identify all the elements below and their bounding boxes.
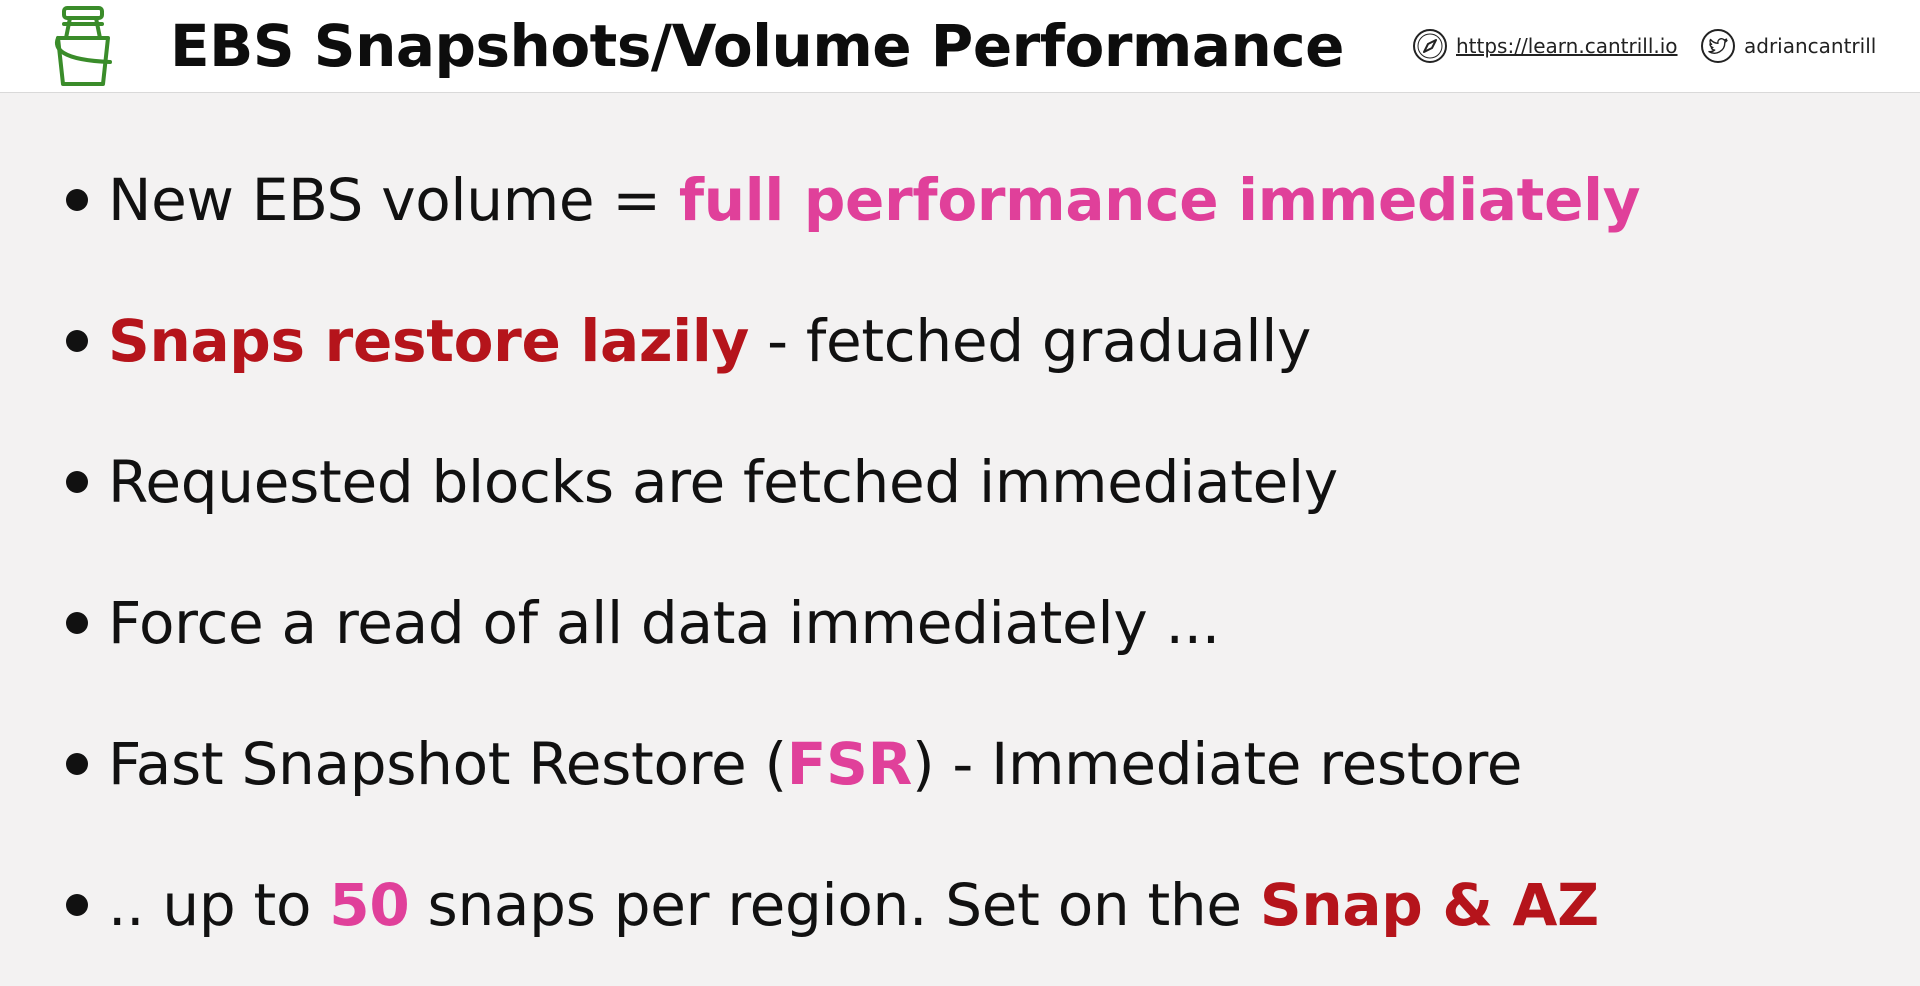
twitter-link[interactable]: adriancantrill — [1700, 28, 1876, 64]
bullet-dot — [66, 189, 88, 211]
bullet-dot — [66, 753, 88, 775]
ebs-bucket-icon — [55, 6, 112, 86]
website-link[interactable]: https://learn.cantrill.io — [1412, 28, 1678, 64]
twitter-bird-icon — [1701, 29, 1735, 63]
highlight-red: Snap & AZ — [1259, 871, 1599, 939]
highlight-pink: full performance immediately — [678, 166, 1641, 234]
bullet-text: New EBS volume = full performance immedi… — [108, 140, 1641, 260]
bullet-list: New EBS volume = full performance immedi… — [66, 140, 1886, 986]
bullet-item: New EBS volume = full performance immedi… — [66, 140, 1886, 281]
bullet-dot — [66, 894, 88, 916]
bullet-text-part: New EBS volume = — [108, 166, 679, 234]
bullet-text: Snaps restore lazily - fetched gradually — [108, 281, 1311, 401]
bullet-text-part: Requested blocks are fetched immediately — [108, 448, 1338, 516]
bullet-item: .. up to 50 snaps per region. Set on the… — [66, 845, 1886, 986]
bullet-text-part: - fetched gradually — [748, 307, 1312, 375]
slide-header: EBS Snapshots/Volume Performance https:/… — [0, 0, 1920, 93]
bullet-dot — [66, 471, 88, 493]
highlight-red: Snaps restore lazily — [108, 307, 749, 375]
bullet-text: Force a read of all data immediately ... — [108, 563, 1220, 683]
bullet-text: Fast Snapshot Restore (FSR) - Immediate … — [108, 704, 1522, 824]
bullet-item: Snaps restore lazily - fetched gradually — [66, 281, 1886, 422]
highlight-pink: 50 — [329, 871, 410, 939]
bullet-dot — [66, 612, 88, 634]
bullet-item: Fast Snapshot Restore (FSR) - Immediate … — [66, 704, 1886, 845]
bullet-text-part: Force a read of all data immediately ... — [108, 589, 1220, 657]
bullet-text: .. up to 50 snaps per region. Set on the… — [108, 845, 1599, 965]
bullet-text-part: ) - Immediate restore — [911, 730, 1523, 798]
website-url[interactable]: https://learn.cantrill.io — [1456, 34, 1678, 58]
twitter-handle[interactable]: adriancantrill — [1744, 34, 1877, 58]
slide-title: EBS Snapshots/Volume Performance — [170, 12, 1345, 80]
compass-icon — [1413, 29, 1447, 63]
bullet-text-part: Fast Snapshot Restore ( — [108, 730, 787, 798]
highlight-pink: FSR — [786, 730, 912, 798]
bullet-text-part: snaps per region. Set on the — [409, 871, 1260, 939]
bullet-item: Requested blocks are fetched immediately — [66, 422, 1886, 563]
bullet-text-part: .. up to — [108, 871, 330, 939]
bullet-item: Force a read of all data immediately ... — [66, 563, 1886, 704]
bullet-text: Requested blocks are fetched immediately — [108, 422, 1338, 542]
bullet-dot — [66, 330, 88, 352]
